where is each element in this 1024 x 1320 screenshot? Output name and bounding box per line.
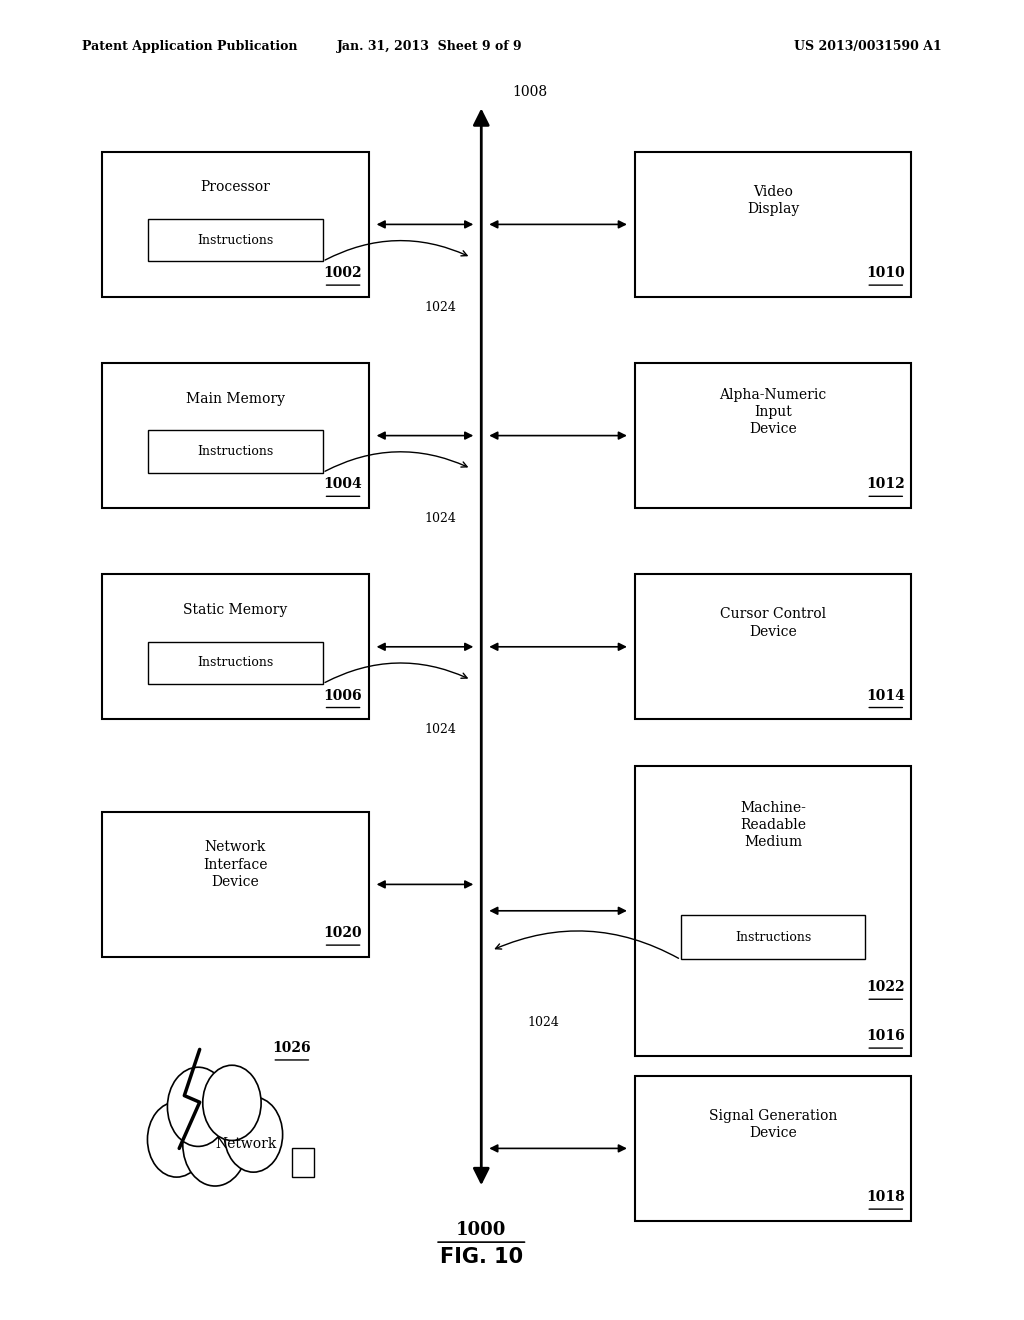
Text: 1012: 1012 — [866, 478, 905, 491]
FancyBboxPatch shape — [102, 363, 369, 508]
FancyBboxPatch shape — [102, 812, 369, 957]
Text: Instructions: Instructions — [198, 445, 273, 458]
Text: Main Memory: Main Memory — [186, 392, 285, 405]
Text: Network
Interface
Device: Network Interface Device — [204, 841, 267, 888]
FancyBboxPatch shape — [635, 1076, 911, 1221]
FancyBboxPatch shape — [635, 363, 911, 508]
FancyBboxPatch shape — [102, 574, 369, 719]
Text: 1024: 1024 — [424, 512, 457, 525]
Text: 1000: 1000 — [456, 1221, 507, 1239]
Text: US 2013/0031590 A1: US 2013/0031590 A1 — [795, 40, 942, 53]
Text: 1010: 1010 — [866, 267, 905, 280]
Circle shape — [147, 1102, 206, 1177]
FancyBboxPatch shape — [635, 152, 911, 297]
Text: 1018: 1018 — [866, 1191, 905, 1204]
Text: Machine-
Readable
Medium: Machine- Readable Medium — [740, 801, 806, 849]
Text: 1016: 1016 — [866, 1030, 905, 1043]
Text: Network: Network — [215, 1138, 276, 1151]
Text: 1024: 1024 — [424, 301, 457, 314]
Circle shape — [224, 1097, 283, 1172]
Text: 1022: 1022 — [866, 981, 905, 994]
Text: 1006: 1006 — [324, 689, 362, 702]
Text: 1014: 1014 — [866, 689, 905, 702]
Text: Jan. 31, 2013  Sheet 9 of 9: Jan. 31, 2013 Sheet 9 of 9 — [337, 40, 523, 53]
Text: Video
Display: Video Display — [746, 185, 800, 216]
Text: 1026: 1026 — [272, 1041, 311, 1055]
Text: Instructions: Instructions — [198, 234, 273, 247]
Text: FIG. 10: FIG. 10 — [439, 1246, 523, 1267]
Text: 1004: 1004 — [324, 478, 362, 491]
Circle shape — [182, 1104, 248, 1185]
Text: Instructions: Instructions — [735, 931, 811, 944]
Text: 1008: 1008 — [512, 84, 547, 99]
Text: 1002: 1002 — [324, 267, 362, 280]
Text: Patent Application Publication: Patent Application Publication — [82, 40, 297, 53]
FancyBboxPatch shape — [148, 430, 323, 473]
FancyBboxPatch shape — [148, 219, 323, 261]
Text: Cursor Control
Device: Cursor Control Device — [720, 607, 826, 639]
Text: 1020: 1020 — [324, 927, 362, 940]
Text: Alpha-Numeric
Input
Device: Alpha-Numeric Input Device — [720, 388, 826, 436]
Text: 1024: 1024 — [424, 723, 457, 737]
FancyBboxPatch shape — [681, 916, 865, 958]
FancyBboxPatch shape — [148, 642, 323, 684]
FancyBboxPatch shape — [292, 1148, 314, 1177]
Circle shape — [203, 1065, 261, 1140]
Text: Processor: Processor — [201, 181, 270, 194]
Text: Signal Generation
Device: Signal Generation Device — [709, 1109, 838, 1140]
FancyBboxPatch shape — [635, 574, 911, 719]
Circle shape — [168, 1067, 229, 1146]
Text: 1024: 1024 — [527, 1016, 559, 1030]
Text: Static Memory: Static Memory — [183, 603, 288, 616]
FancyBboxPatch shape — [635, 766, 911, 1056]
FancyBboxPatch shape — [102, 152, 369, 297]
Text: Instructions: Instructions — [198, 656, 273, 669]
